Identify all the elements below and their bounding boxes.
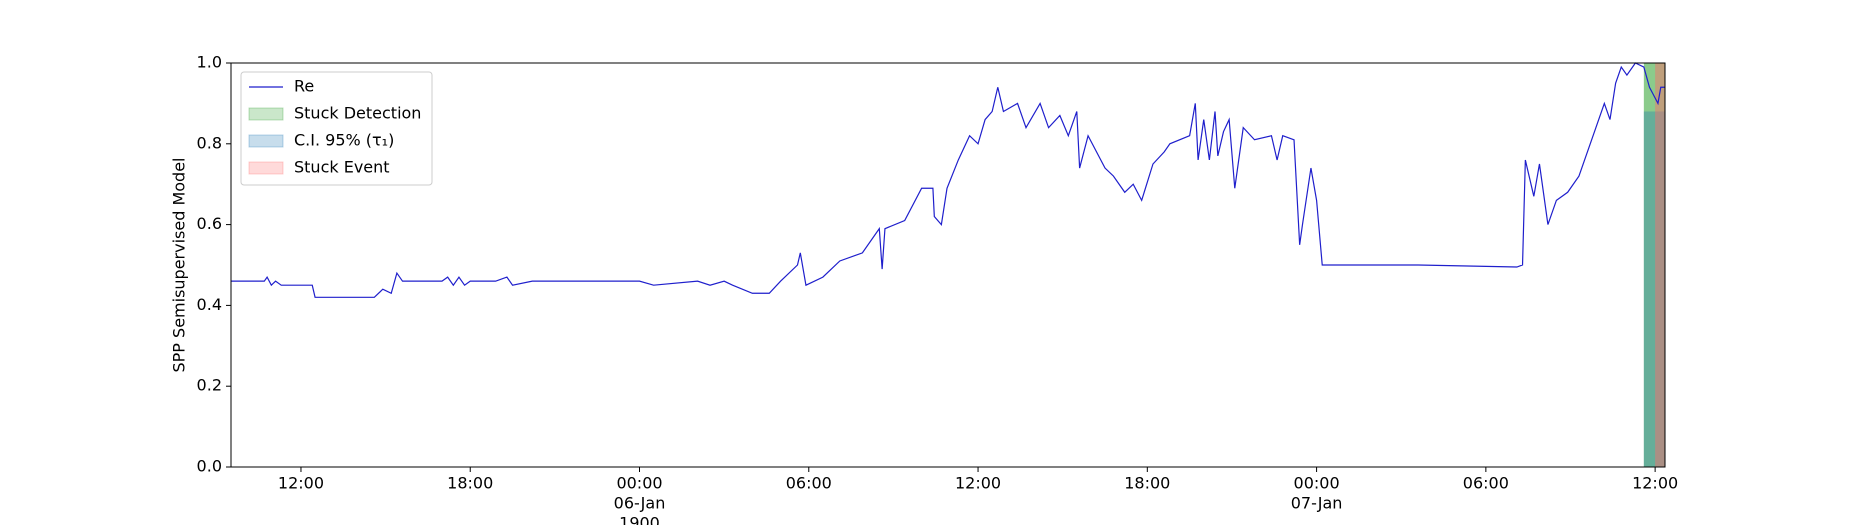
span xyxy=(1655,63,1665,467)
y-tick-label: 0.2 xyxy=(197,376,222,395)
span xyxy=(1643,111,1665,467)
x-tick-label: 06:00 xyxy=(786,474,832,493)
x-tick-label: 06-Jan xyxy=(614,494,666,513)
legend-swatch xyxy=(248,107,284,121)
legend-box xyxy=(240,71,433,186)
legend-swatch xyxy=(248,134,284,148)
y-tick-label: 1.0 xyxy=(197,53,222,72)
span xyxy=(1643,63,1665,467)
x-tick-label: 00:00 xyxy=(1294,474,1340,493)
legend-swatch xyxy=(248,161,284,175)
x-tick-label: 06:00 xyxy=(1463,474,1509,493)
line xyxy=(231,62,1665,298)
x-tick-label: 07-Jan xyxy=(1291,494,1343,513)
legend-label: Re xyxy=(294,77,314,96)
y-tick-label: 0.6 xyxy=(197,214,222,233)
legend-label: Stuck Detection xyxy=(294,104,421,123)
x-tick-label: 1900 xyxy=(619,514,660,525)
x-tick-label: 12:00 xyxy=(955,474,1001,493)
y-axis-label: SPP Semisupervised Model xyxy=(170,158,189,373)
x-tick-label: 12:00 xyxy=(278,474,324,493)
x-tick-label: 18:00 xyxy=(447,474,493,493)
plot-frame xyxy=(230,62,1666,468)
y-tick-label: 0.4 xyxy=(197,295,222,314)
x-tick-label: 18:00 xyxy=(1124,474,1170,493)
y-tick-label: 0.0 xyxy=(197,457,222,476)
x-tick-label: 12:00 xyxy=(1632,474,1678,493)
x-tick-label: 00:00 xyxy=(616,474,662,493)
legend-label: Stuck Event xyxy=(294,158,390,177)
y-tick-label: 0.8 xyxy=(197,133,222,152)
legend-label: C.I. 95% (τ₁) xyxy=(294,131,394,150)
